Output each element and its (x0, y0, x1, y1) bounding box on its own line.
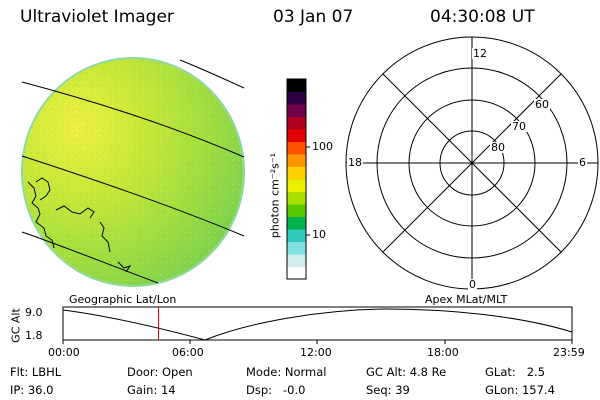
mlt-label-6: 6 (578, 156, 587, 169)
glon-readout: GLon: 157.4 (485, 383, 555, 397)
colorbar-band (287, 116, 306, 130)
colorbar-band (287, 141, 306, 155)
colorbar-band (287, 229, 306, 242)
imager-title: Ultraviolet Imager (20, 7, 174, 27)
mlat-label-70: 70 (511, 120, 527, 133)
coastline (27, 177, 132, 273)
ip-readout: IP: 36.0 (10, 383, 54, 397)
sequence-readout: Seq: 39 (366, 383, 410, 397)
altitude-curve (62, 308, 573, 341)
colorbar-band (287, 129, 306, 142)
mlt-label-0: 0 (468, 278, 477, 291)
mlt-label-12: 12 (472, 47, 488, 60)
timeline-ytick-low: 1.8 (25, 329, 43, 342)
date-label: 03 Jan 07 (273, 7, 354, 27)
mlat-label-80: 80 (490, 141, 506, 154)
colorbar-band (287, 216, 306, 230)
timeline-xtick-1200: 12:00 (300, 346, 332, 359)
dsp-readout: Dsp: -0.0 (246, 383, 306, 397)
time-label: 04:30:08 UT (430, 7, 535, 27)
gain-readout: Gain: 14 (127, 383, 176, 397)
colorbar-band (287, 166, 306, 180)
colorbar-band (287, 91, 306, 105)
timeline-xtick-1800: 18:00 (427, 346, 459, 359)
mode-readout: Mode: Normal (246, 365, 327, 379)
geographic-grid (21, 59, 245, 284)
colorbar-band (287, 179, 306, 192)
colorbar-band (287, 266, 306, 280)
colorbar-band (287, 154, 306, 167)
timeline-ytick-high: 9.0 (25, 306, 43, 319)
timeline-right-caption: Apex MLat/MLT (425, 293, 508, 306)
timeline-xtick-0000: 00:00 (48, 346, 80, 359)
timeline-xtick-2359: 23:59 (553, 346, 585, 359)
timeline-left-caption: Geographic Lat/Lon (69, 293, 177, 306)
colorbar-band (287, 254, 306, 267)
timeline-xtick-0600: 06:00 (172, 346, 204, 359)
colorbar-band (287, 241, 306, 255)
door-readout: Door: Open (127, 365, 193, 379)
mlat-label-60: 60 (534, 98, 550, 111)
gc-altitude-readout: GC Alt: 4.8 Re (366, 365, 447, 379)
colorbar-tick-100: 100 (312, 140, 333, 153)
colorbar-tick-10: 10 (312, 228, 326, 241)
filter-readout: Flt: LBHL (10, 365, 62, 379)
colorbar-band (287, 104, 306, 117)
colorbar-band (287, 204, 306, 217)
mlt-label-18: 18 (347, 156, 363, 169)
colorbar-band (287, 79, 306, 92)
colorbar-band (287, 191, 306, 205)
glat-readout: GLat: 2.5 (485, 365, 546, 379)
